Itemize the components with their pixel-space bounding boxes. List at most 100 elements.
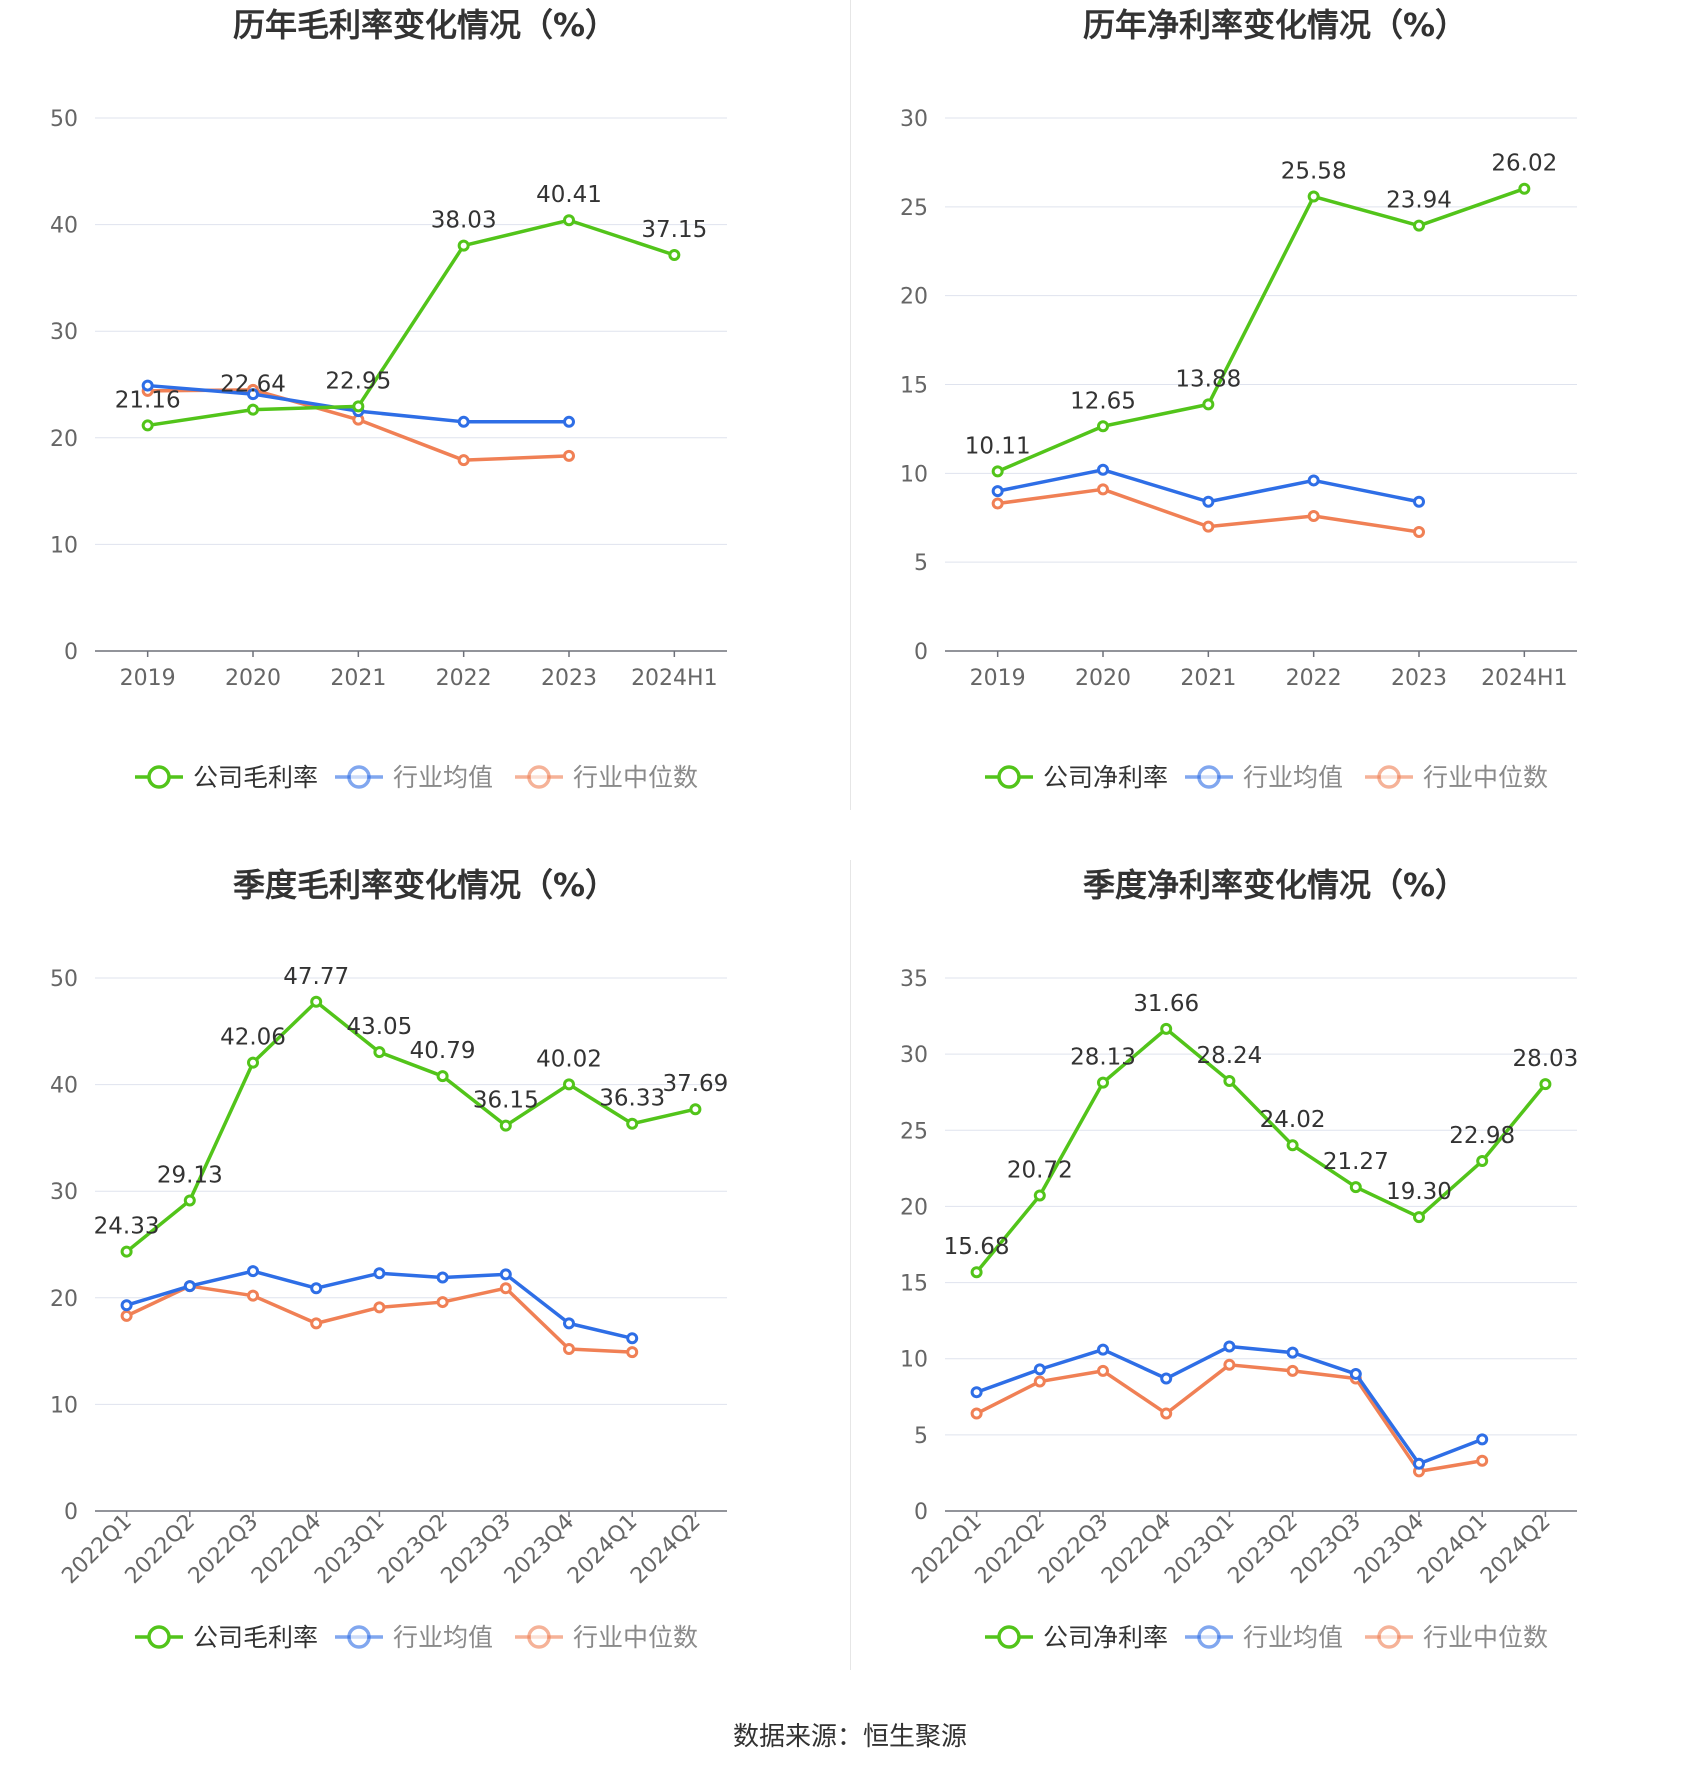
data-point-company [1202,398,1215,411]
data-label: 28.13 [1070,1045,1136,1071]
data-point-company [141,419,154,432]
chart-annual-gross-margin: 历年毛利率变化情况（%） 0 10 20 30 40 50 2019 2020 2021 2022 2… [0,0,850,860]
data-point-avg [1202,495,1215,508]
series-line-median [125,1284,633,1354]
data-point-median [1202,520,1215,533]
data-point-median [1223,1358,1236,1371]
data-point-avg [970,1386,983,1399]
series-line-median [975,1363,1483,1474]
data-point-avg [563,415,575,428]
data-point-company [626,1117,639,1130]
data-point-company [499,1119,512,1132]
y-tick-label: 0 [914,640,928,665]
data-point-avg [247,388,259,401]
data-point-avg [457,415,470,428]
legend-marker-company [147,765,171,789]
data-point-median [1476,1454,1489,1467]
data-point-median [247,1289,259,1302]
data-point-median [991,497,1004,510]
y-tick-label: 35 [900,967,928,992]
data-point-median [1307,509,1320,522]
data-label: 31.66 [1133,991,1199,1017]
y-tick-label: 50 [50,967,78,992]
y-tick-label: 10 [50,533,78,558]
chart-quarterly-net-margin: 季度净利率变化情况（%） 0 5 10 15 20 25 30 35 2022Q1 2022Q2 20… [850,860,1700,1720]
data-label: 28.24 [1196,1043,1262,1069]
data-point-company [1413,1211,1425,1224]
x-tick-label: 2023 [541,666,597,691]
data-label: 40.41 [536,182,602,208]
x-tick-label: 2024Q1 [1413,1510,1492,1589]
x-tick-label: 2023Q1 [310,1510,389,1589]
x-tick-label: 2020 [1075,666,1131,691]
data-point-avg [1349,1367,1362,1380]
y-tick-label: 40 [50,1074,78,1099]
y-tick-label: 15 [900,1272,928,1297]
y-tick-label: 5 [914,551,928,576]
x-tick-label: 2020 [225,666,281,691]
x-tick-label: 2022Q3 [184,1510,263,1589]
x-tick-label: 2022Q3 [1034,1510,1113,1589]
data-label: 24.02 [1260,1107,1326,1133]
data-label: 47.77 [283,964,349,990]
legend-label: 公司毛利率 [193,1623,318,1652]
data-point-company [1160,1022,1173,1035]
series-line-company [147,218,675,428]
data-point-avg [436,1271,449,1284]
data-label: 29.13 [157,1162,223,1188]
data-label: 22.98 [1449,1123,1515,1149]
series-line-company [996,187,1525,473]
data-point-company [457,239,470,252]
data-point-avg [563,1317,575,1330]
y-tick-label: 10 [50,1393,78,1418]
x-tick-label: 2019 [120,666,176,691]
data-point-company [689,1103,702,1116]
data-point-company [991,465,1004,478]
x-tick-label: 2022Q2 [121,1510,200,1589]
data-label: 38.03 [431,208,497,234]
data-label: 20.72 [1007,1157,1073,1183]
x-tick-label: 2021 [330,666,386,691]
data-label: 10.11 [965,433,1031,459]
legend-label: 行业中位数 [1423,763,1548,792]
chart-svg: 季度毛利率变化情况（%）010203040502022Q12022Q22022Q… [50,866,728,1652]
x-tick-label: 2024Q2 [1476,1510,1555,1589]
data-point-median [120,1309,133,1322]
legend-marker-median [527,1625,551,1649]
legend-label: 行业均值 [393,763,493,792]
data-point-company [373,1046,386,1059]
data-point-median [970,1407,983,1420]
data-label: 40.02 [536,1046,602,1072]
chart-title: 历年毛利率变化情况（%） [233,6,617,44]
series-line-company [975,1027,1547,1274]
x-tick-label: 2023Q3 [437,1510,516,1589]
data-point-median [563,449,575,462]
data-point-company [970,1266,983,1279]
legend-marker-company [997,765,1021,789]
x-tick-label: 2023Q1 [1160,1510,1239,1589]
chart-svg: 历年毛利率变化情况（%） 0 10 20 30 40 50 2019 2020 2021 2022 2… [50,6,727,792]
data-point-company [1286,1139,1299,1152]
legend-marker-avg [1197,1625,1221,1649]
data-point-avg [626,1332,639,1345]
data-label: 43.05 [346,1014,412,1040]
x-tick-label: 2022 [1286,666,1342,691]
y-tick-label: 30 [50,1180,78,1205]
data-label: 36.33 [599,1086,665,1112]
legend-marker-company [147,1625,171,1649]
data-point-median [499,1282,512,1295]
x-tick-label: 2023Q2 [1223,1510,1302,1589]
legend-label: 行业均值 [1243,1623,1343,1652]
data-point-company [1097,1076,1109,1089]
data-point-company [563,214,575,227]
x-tick-label: 2024Q1 [563,1510,642,1589]
legend-label: 行业中位数 [573,763,698,792]
vertical-divider-top [850,0,851,810]
data-label: 15.68 [944,1234,1010,1260]
legend-label: 公司净利率 [1043,763,1168,792]
chart-annual-net-margin: 历年净利率变化情况（%） 0 5 10 15 20 25 30 2019 2020 2021 2022… [850,0,1700,860]
data-point-median [310,1317,323,1330]
chart-title: 季度净利率变化情况（%） [1083,866,1467,904]
data-point-company [1539,1078,1552,1091]
data-point-avg [1307,474,1320,487]
